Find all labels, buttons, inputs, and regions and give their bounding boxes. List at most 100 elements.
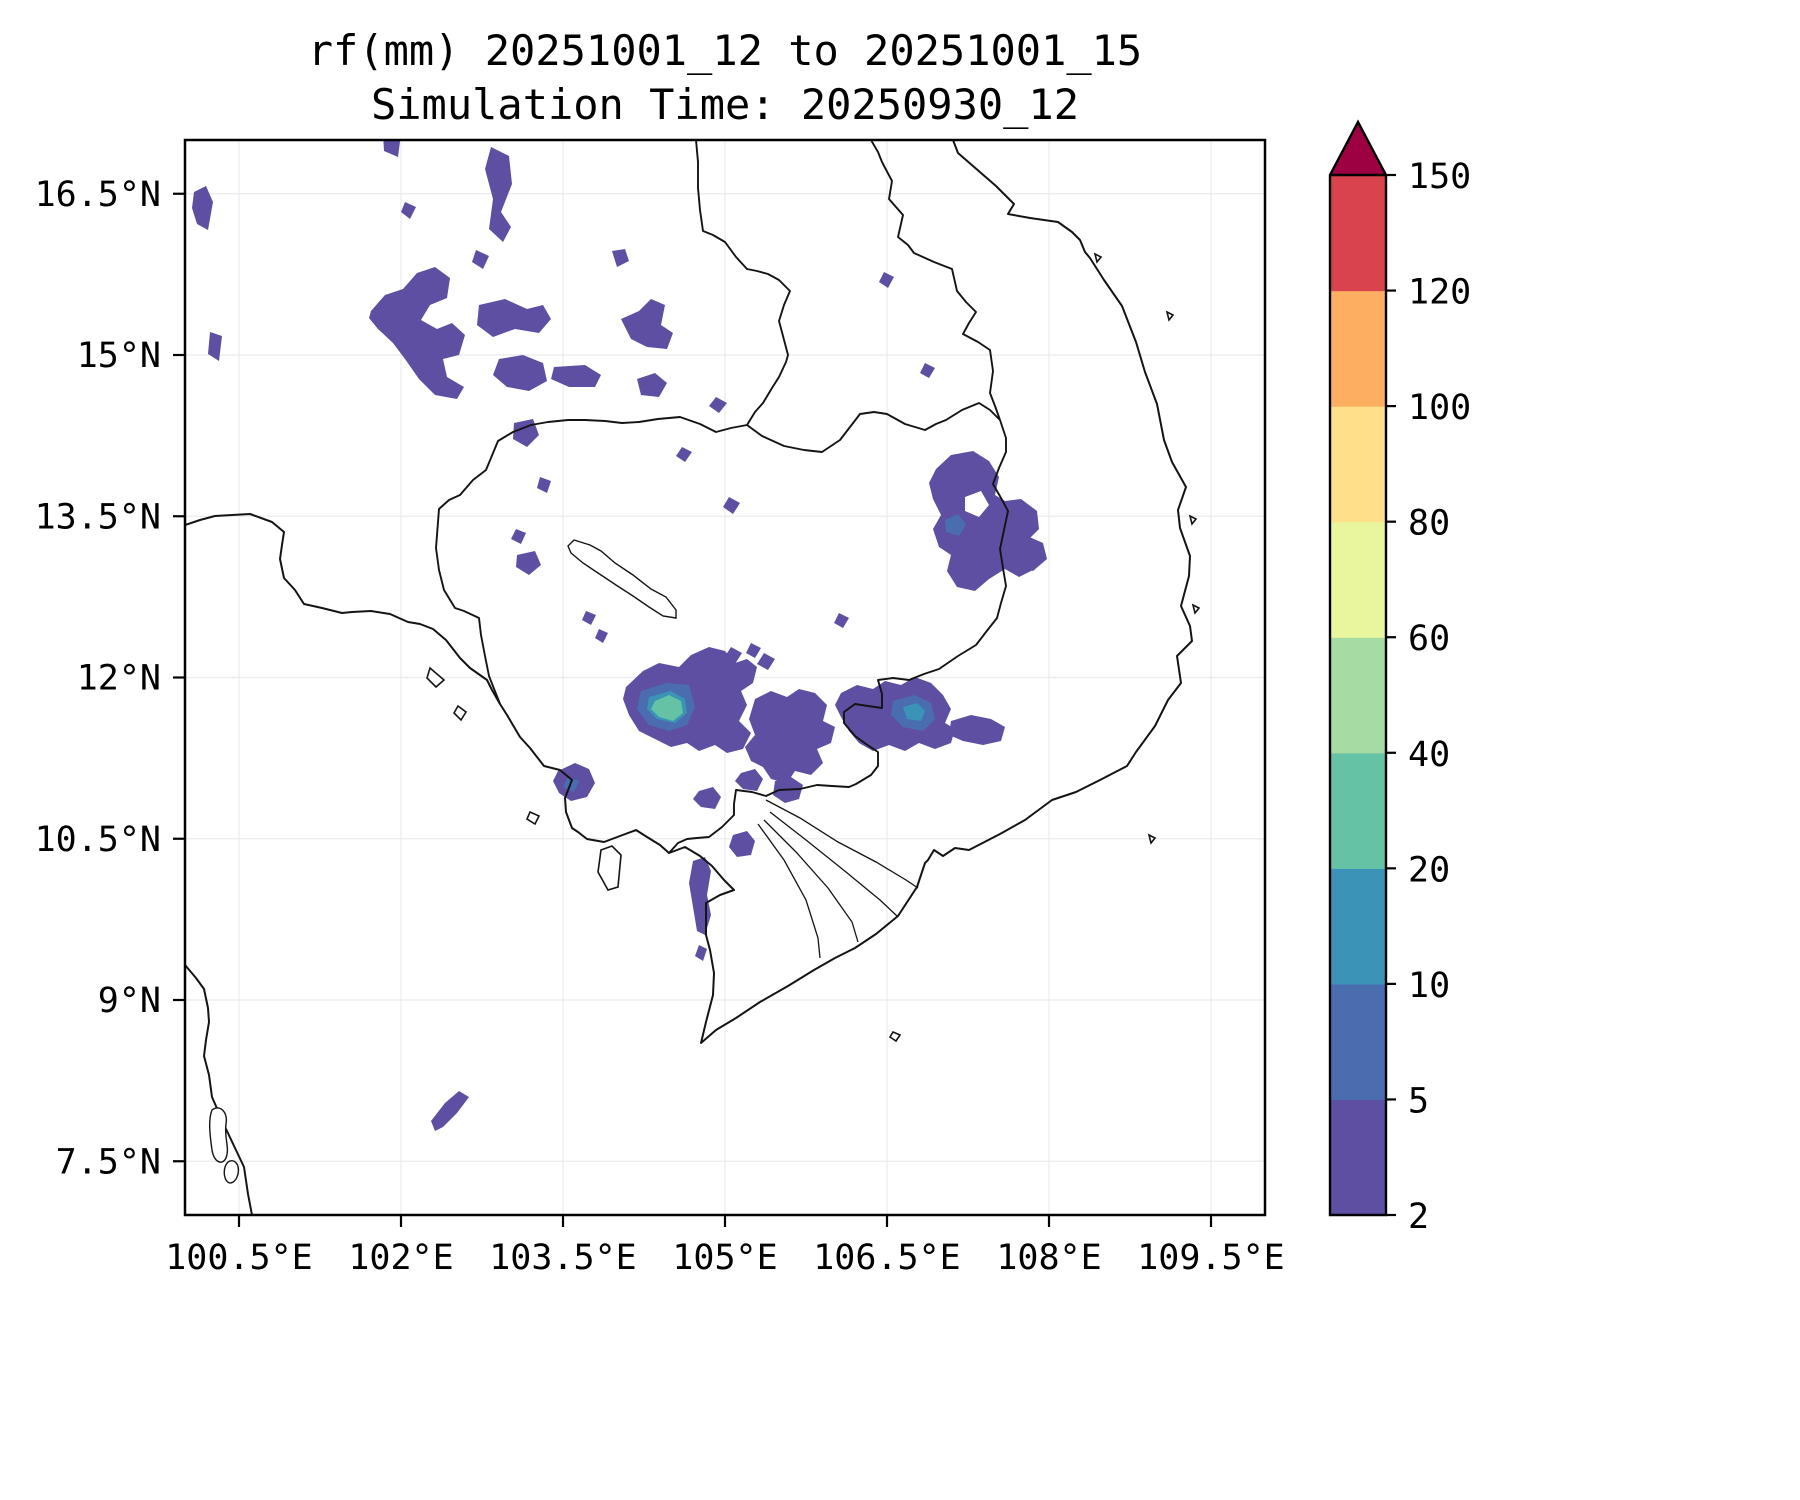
rain-patch (551, 365, 601, 387)
colorbar-tick-label: 120 (1408, 273, 1471, 313)
rain-patch (651, 695, 683, 721)
colorbar-outline (1328, 119, 1388, 1217)
rain-patch (903, 703, 925, 721)
y-tick-label: 12°N (77, 659, 161, 699)
colorbar-tick-label: 2 (1408, 1197, 1429, 1237)
rain-patch (612, 249, 629, 267)
island-coastal-dot (1188, 514, 1198, 526)
figure-subtitle: Simulation Time: 20250930_12 (370, 80, 1079, 129)
mekong-delta-channel (757, 823, 821, 959)
rain-patch (949, 715, 1005, 745)
colorbar-tick-label: 80 (1408, 504, 1450, 544)
x-tick-label: 105°E (672, 1238, 777, 1278)
border-cambodia-vietnam (668, 419, 1009, 854)
y-tick-label: 9°N (98, 981, 161, 1021)
coastline-peninsula (185, 964, 253, 1215)
island-phu-quy (1147, 833, 1157, 845)
rain-patch (493, 355, 547, 391)
rain-patch (945, 514, 966, 536)
colorbar-tick-label: 10 (1408, 966, 1450, 1006)
border-thailand-laos (695, 140, 791, 426)
rain-patch (511, 529, 526, 544)
rain-patch (472, 250, 489, 269)
y-tick-label: 7.5°N (56, 1142, 161, 1182)
rain-patch (745, 689, 835, 783)
colorbar-segment (1330, 1099, 1386, 1216)
border-laos-vietnam (870, 140, 1001, 421)
island-koh-kut (453, 704, 468, 722)
x-tick-label: 100.5°E (165, 1238, 313, 1278)
coastline-indochina (185, 140, 1193, 1044)
colorbar-over-arrow (1330, 122, 1386, 175)
rain-patch (723, 497, 740, 514)
rain-patch (192, 186, 213, 230)
y-tick-label: 16.5°N (35, 175, 161, 215)
rain-patch (485, 147, 512, 242)
x-tick-label: 109.5°E (1137, 1238, 1285, 1278)
mekong-delta-channel (765, 799, 919, 889)
rain-patch (582, 611, 596, 625)
colorbar-tick-label: 20 (1408, 850, 1450, 890)
rain-patch (879, 272, 894, 288)
rain-patch (537, 477, 551, 493)
colorbar-segment (1330, 637, 1386, 754)
rain-patch (1007, 535, 1047, 571)
colorbar-segment (1330, 752, 1386, 869)
axes-ticks-and-labels: 100.5°E 102°E 103.5°E 105°E 106.5°E 108°E 109.… (35, 175, 1285, 1278)
colorbar-segment (1330, 406, 1386, 523)
lake-tonle-sap (567, 539, 677, 619)
rain-patch (729, 831, 755, 857)
colorbar-tick-label: 40 (1408, 735, 1450, 775)
y-tick-label: 13.5°N (35, 497, 161, 537)
island-con-dao (888, 1030, 902, 1043)
colorbar-tick-label: 5 (1408, 1081, 1429, 1121)
rain-patch (834, 613, 849, 628)
rain-patch (693, 787, 721, 809)
rain-patch (724, 647, 742, 664)
colorbar-tick-label: 100 (1408, 388, 1471, 428)
y-tick-label: 15°N (77, 336, 161, 376)
rain-patch (689, 857, 711, 935)
rain-patch (513, 419, 539, 447)
rain-patch (621, 299, 673, 349)
x-tick-label: 102°E (348, 1238, 453, 1278)
map-outlines (185, 140, 1201, 1215)
island-phu-quoc (597, 845, 622, 891)
island-coastal-dot (1191, 603, 1201, 615)
rain-patch (735, 769, 763, 791)
rain-patch (477, 299, 551, 337)
lake-outline (223, 1160, 240, 1184)
rain-patch (676, 447, 692, 462)
rainfall-patches (192, 140, 1047, 1131)
x-tick-label: 108°E (996, 1238, 1101, 1278)
rain-patch (746, 643, 761, 658)
rain-patch (401, 202, 416, 219)
mekong-delta-channel (769, 811, 898, 917)
figure-title: rf(mm) 20251001_12 to 20251001_15 (307, 26, 1143, 75)
rain-patch (637, 373, 667, 397)
island-cham (1093, 252, 1103, 264)
rain-patch (383, 140, 401, 157)
colorbar-tick-label: 150 (1408, 157, 1471, 197)
border-thailand-cambodia (435, 416, 748, 705)
island-ly-son (1165, 310, 1175, 322)
rain-patch (757, 653, 775, 670)
rain-patch (369, 267, 465, 399)
lake-outline (209, 1107, 229, 1163)
island-koh-chang (426, 666, 446, 689)
x-tick-label: 103.5°E (489, 1238, 637, 1278)
colorbar-segment (1330, 175, 1386, 292)
colorbar-tick-label: 60 (1408, 619, 1450, 659)
rain-patch (695, 945, 707, 961)
colorbar: 2 5 10 20 40 60 80 100 120 150 (1328, 119, 1471, 1237)
mekong-delta-channel (763, 819, 859, 943)
island-koh-rong (525, 810, 541, 826)
colorbar-segment (1330, 868, 1386, 985)
colorbar-segment (1330, 290, 1386, 407)
colorbar-segment (1330, 983, 1386, 1101)
rain-patch (595, 629, 608, 643)
rain-patch (920, 363, 935, 378)
rain-patch (208, 332, 222, 361)
